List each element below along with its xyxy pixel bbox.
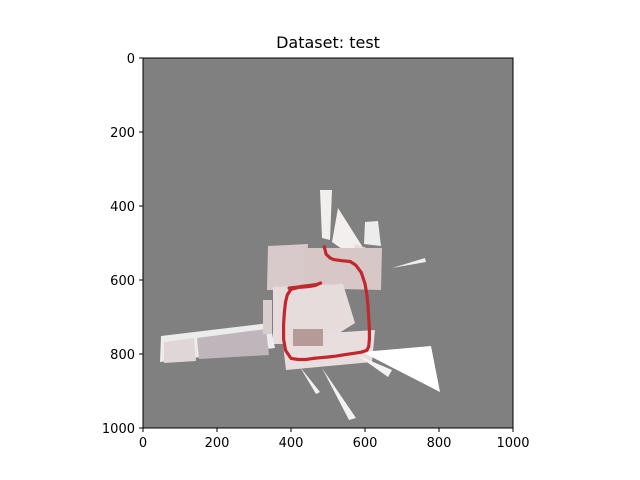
y-tick-label: 1000 <box>102 422 135 437</box>
map-overlay <box>160 190 440 420</box>
trajectory <box>282 245 371 362</box>
y-tick-label: 800 <box>110 348 135 363</box>
axes-frame <box>142 57 514 429</box>
map-fragment <box>263 300 272 334</box>
map-fragment <box>164 338 196 363</box>
map-fragment <box>332 208 362 258</box>
map-fragment <box>320 190 332 240</box>
map-fragment <box>364 221 381 246</box>
map-fragment <box>362 346 440 392</box>
plot-title: Dataset: test <box>276 33 380 52</box>
map-fragment <box>293 329 323 346</box>
y-tick-label: 400 <box>110 200 135 215</box>
x-tick-label: 1000 <box>496 436 529 451</box>
x-tick-label: 400 <box>279 436 304 451</box>
y-tick-label: 600 <box>110 274 135 289</box>
map-fragment <box>392 258 426 268</box>
axes: 0 200 400 600 800 1000 0 200 400 600 800 1000 <box>102 52 530 451</box>
x-tick-label: 800 <box>427 436 452 451</box>
x-tick-label: 0 <box>139 436 147 451</box>
y-axis: 0 200 400 600 800 1000 <box>102 52 143 437</box>
y-tick-label: 0 <box>127 52 135 67</box>
map-fragment <box>357 355 392 377</box>
x-tick-label: 600 <box>353 436 378 451</box>
map-fragment <box>197 329 269 359</box>
map-fragment <box>300 367 320 394</box>
x-tick-label: 200 <box>205 436 230 451</box>
trajectory-line <box>282 245 371 362</box>
axes-background <box>143 58 513 428</box>
y-tick-label: 200 <box>110 126 135 141</box>
map-fragment <box>267 244 308 290</box>
map-fragment <box>322 368 356 420</box>
x-axis: 0 200 400 600 800 1000 <box>139 428 530 451</box>
